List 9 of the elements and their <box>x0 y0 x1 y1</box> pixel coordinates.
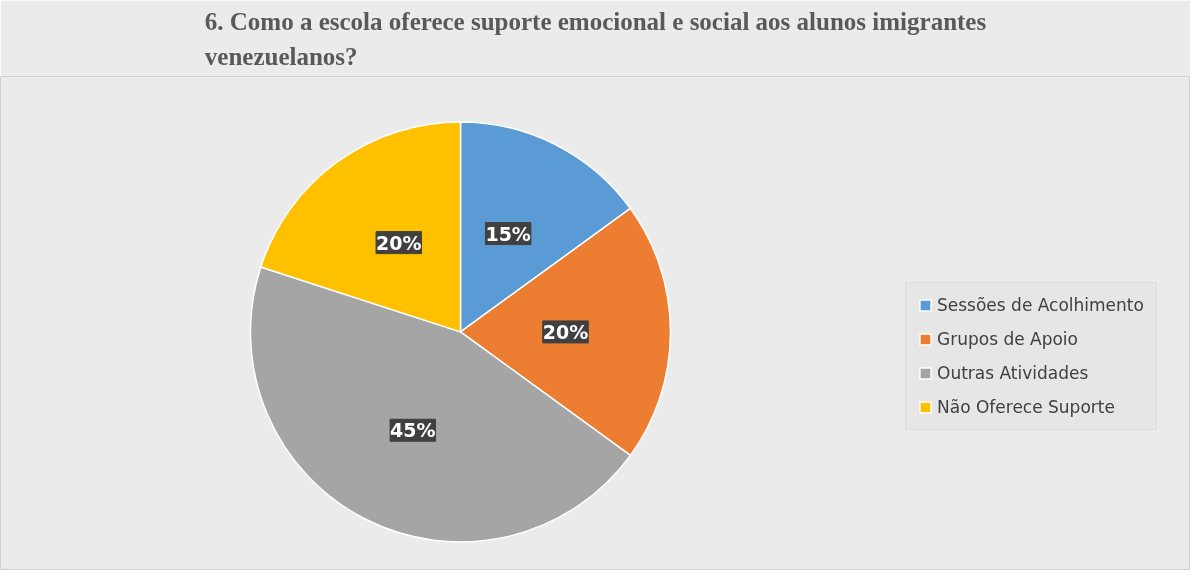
data-label: 45% <box>390 419 436 442</box>
chart-title: 6. Como a escola oferece suporte emocional e social aos alunos imigrantes venezuelanos? <box>204 8 987 71</box>
legend-label: Grupos de Apoio <box>937 329 1078 349</box>
legend-label: Sessões de Acolhimento <box>937 295 1144 315</box>
data-label: 20% <box>542 320 589 343</box>
legend-label: Não Oferece Suporte <box>937 397 1115 417</box>
legend-label: Outras Atividades <box>937 363 1089 383</box>
data-label: 20% <box>376 231 422 254</box>
data-label: 15% <box>485 222 531 245</box>
